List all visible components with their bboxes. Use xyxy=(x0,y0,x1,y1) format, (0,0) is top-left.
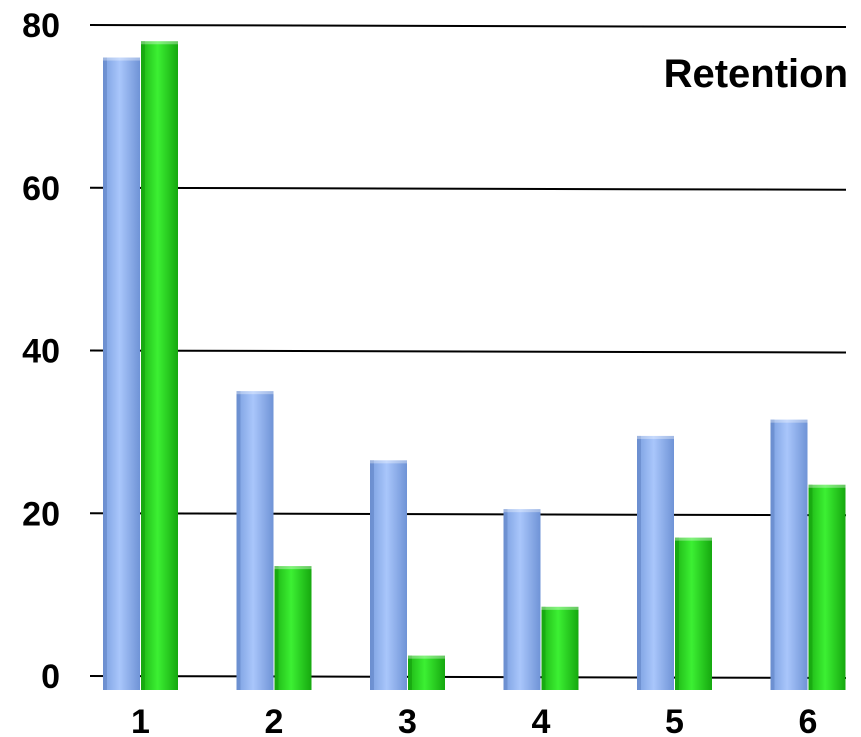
bar-series2-cat-3 xyxy=(408,655,445,690)
x-tick-label-3: 3 xyxy=(398,703,417,737)
x-tick-label-2: 2 xyxy=(265,703,284,737)
x-tick-label-5: 5 xyxy=(665,703,684,737)
y-tick-label-80: 80 xyxy=(22,7,60,45)
bars xyxy=(103,41,846,691)
gridline-0 xyxy=(89,675,847,679)
labels: 0 20 40 60 80 1 2 3 4 5 6 xyxy=(22,7,817,737)
bar-series1-cat-5 xyxy=(637,435,674,690)
bar-series2-cat-5 xyxy=(675,537,712,690)
gridline-20 xyxy=(89,512,847,517)
bar-series2-cat-4 xyxy=(541,606,579,690)
bar-series1-cat-3 xyxy=(370,460,407,690)
x-tick-label-4: 4 xyxy=(532,703,551,737)
x-tick-label-1: 1 xyxy=(131,703,150,737)
bar-series1-cat-6 xyxy=(770,419,808,690)
y-tick-label-40: 40 xyxy=(22,333,60,371)
y-tick-label-20: 20 xyxy=(22,495,60,533)
bar-series2-cat-1 xyxy=(141,41,178,690)
bar-series2-cat-2 xyxy=(274,566,312,690)
y-tick-label-60: 60 xyxy=(22,170,60,208)
bar-series1-cat-2 xyxy=(236,391,274,690)
bar-series2-cat-6 xyxy=(808,484,846,690)
chart-title: Retention xyxy=(664,52,848,96)
y-tick-label-0: 0 xyxy=(41,658,60,696)
gridline-40 xyxy=(89,349,847,354)
bar-series1-cat-4 xyxy=(503,509,541,690)
gridlines xyxy=(89,24,847,679)
x-tick-label-6: 6 xyxy=(799,703,818,737)
gridline-60 xyxy=(89,186,847,191)
gridline-80 xyxy=(89,24,847,28)
bar-series1-cat-1 xyxy=(103,57,140,691)
